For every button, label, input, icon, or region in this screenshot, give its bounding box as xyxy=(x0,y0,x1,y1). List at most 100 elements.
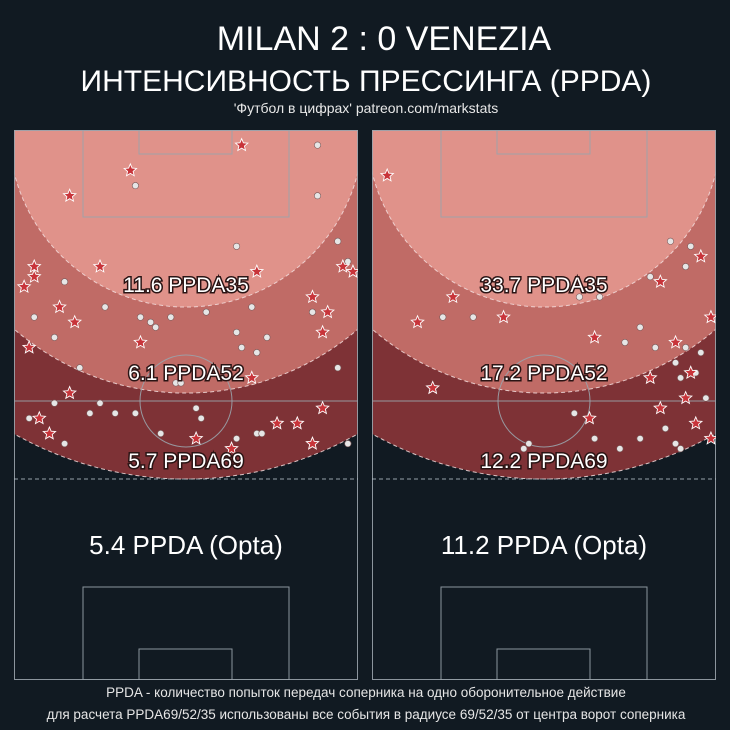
venezia-defensive-action-star xyxy=(496,309,511,324)
venezia-event-dot xyxy=(682,263,690,271)
milan-defensive-action-star xyxy=(315,324,330,339)
venezia-defensive-action-star xyxy=(688,415,704,430)
milan-defensive-action-star xyxy=(305,289,320,304)
venezia-defensive-action-star xyxy=(587,329,602,344)
milan-defensive-action-star xyxy=(249,263,265,278)
milan-event-dot xyxy=(263,333,271,341)
venezia-defensive-action-star xyxy=(425,380,441,395)
match-score-title: MILAN 2 : 0 VENEZIA xyxy=(217,20,552,58)
venezia-event-dot xyxy=(439,313,447,321)
milan-event-dot xyxy=(253,349,261,357)
milan-defensive-action-star xyxy=(335,258,351,273)
milan-opta-ppda-label: 5.4 PPDA (Opta) xyxy=(89,530,283,560)
milan-defensive-action-star xyxy=(133,334,148,349)
venezia-penalty-box-top xyxy=(440,130,648,218)
milan-event-dot xyxy=(167,313,175,321)
milan-ppda35-label: 11.6 PPDA35 xyxy=(123,274,249,297)
venezia-ppda35-label: 33.7 PPDA35 xyxy=(480,274,607,297)
milan-defensive-action-star xyxy=(62,188,77,202)
milan-defensive-action-star xyxy=(62,385,77,400)
milan-event-dot xyxy=(111,409,119,417)
milan-defensive-action-star xyxy=(234,137,249,152)
venezia-event-dot xyxy=(702,394,710,402)
milan-event-dot xyxy=(314,192,322,200)
milan-event-dot xyxy=(101,303,109,311)
milan-event-dot xyxy=(334,364,342,372)
milan-pressing-panel: 11.6 PPDA35 6.1 PPDA52 5.7 PPDA69 5.4 PPDA … xyxy=(14,130,358,680)
milan-defensive-action-star xyxy=(92,258,108,273)
milan-event-dot xyxy=(334,237,342,245)
milan-event-dot xyxy=(152,323,160,331)
venezia-event-dot xyxy=(525,440,533,448)
milan-event-dot xyxy=(344,258,352,266)
venezia-event-dot xyxy=(682,344,690,352)
milan-defensive-action-star xyxy=(31,410,47,425)
milan-penalty-box-top xyxy=(82,130,290,218)
milan-event-dot xyxy=(147,318,155,326)
milan-defensive-action-star xyxy=(16,279,32,294)
venezia-ppda69-label: 12.2 PPDA69 xyxy=(480,450,607,473)
venezia-event-dot xyxy=(616,445,624,453)
milan-event-dot xyxy=(96,399,104,407)
milan-ppda52-label: 6.1 PPDA52 xyxy=(128,362,244,385)
venezia-event-dot xyxy=(469,313,477,321)
footer-note-line2: для расчета PPDA69/52/35 использованы вс… xyxy=(47,707,686,722)
milan-event-dot xyxy=(136,313,144,321)
venezia-opta-ppda-label: 11.2 PPDA (Opta) xyxy=(441,530,647,560)
venezia-centre-circle xyxy=(497,354,591,448)
venezia-event-dot xyxy=(661,424,669,432)
venezia-defensive-action-star xyxy=(693,248,709,263)
milan-defensive-action-star xyxy=(345,263,358,278)
venezia-event-dot xyxy=(636,435,644,443)
venezia-goal-box-top xyxy=(496,130,591,155)
milan-defensive-action-star xyxy=(52,299,67,314)
venezia-event-dot xyxy=(596,293,604,301)
milan-event-dot xyxy=(131,409,139,417)
milan-defensive-action-star xyxy=(305,435,320,450)
milan-event-dot xyxy=(202,308,210,316)
milan-event-dot xyxy=(238,344,246,352)
milan-event-dot xyxy=(76,364,84,372)
milan-defensive-action-star xyxy=(315,400,330,415)
venezia-defensive-action-star xyxy=(582,410,597,425)
venezia-defensive-action-star xyxy=(683,365,699,380)
milan-defensive-action-star xyxy=(289,415,305,430)
milan-pitch xyxy=(14,130,358,680)
milan-zone-boundary-52 xyxy=(14,328,358,394)
venezia-defensive-action-star xyxy=(703,309,716,324)
venezia-event-dot xyxy=(636,323,644,331)
milan-event-dot xyxy=(61,278,69,286)
milan-penalty-box-bottom xyxy=(82,586,290,680)
venezia-event-dot xyxy=(672,440,680,448)
milan-centre-circle xyxy=(139,354,233,448)
venezia-event-dot xyxy=(672,359,680,367)
milan-goal-box-bottom xyxy=(138,648,233,680)
milan-defensive-action-star xyxy=(67,314,83,329)
milan-event-dot xyxy=(258,430,266,438)
milan-defensive-action-star xyxy=(224,441,239,455)
milan-defensive-action-star xyxy=(21,339,37,354)
milan-event-dot xyxy=(61,440,69,448)
venezia-defensive-action-star xyxy=(653,274,668,288)
milan-event-dot xyxy=(50,333,58,341)
venezia-defensive-action-star xyxy=(668,334,683,349)
venezia-defensive-action-star xyxy=(410,314,425,329)
venezia-event-dot xyxy=(677,374,685,382)
venezia-event-dot xyxy=(646,273,654,281)
footer-note-line1: PPDA - количество попыток передач соперн… xyxy=(106,685,626,700)
milan-event-dot xyxy=(25,414,33,422)
milan-event-dot xyxy=(233,435,241,443)
venezia-goal-box-bottom xyxy=(496,648,591,680)
milan-event-dot xyxy=(86,409,94,417)
venezia-defensive-action-star xyxy=(445,289,461,304)
venezia-event-dot xyxy=(666,237,674,245)
venezia-event-dot xyxy=(520,445,528,453)
source-credit: 'Футбол в цифрах' patreon.com/markstats xyxy=(234,100,499,116)
venezia-zone-boundary-52 xyxy=(372,328,716,394)
venezia-event-dot xyxy=(697,349,705,357)
venezia-event-dot xyxy=(677,445,685,453)
milan-goal-box-top xyxy=(138,130,233,155)
milan-event-dot xyxy=(233,242,241,250)
venezia-event-dot xyxy=(621,338,629,346)
